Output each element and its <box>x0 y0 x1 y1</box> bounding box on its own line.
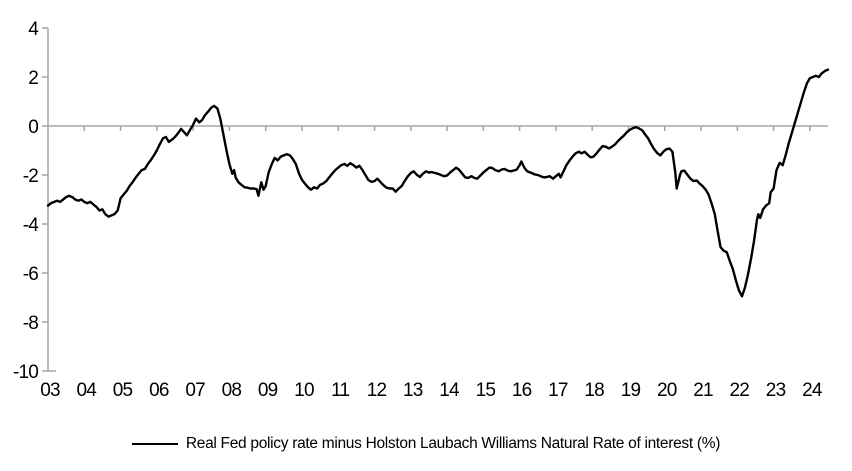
svg-text:-4: -4 <box>23 215 40 236</box>
svg-text:09: 09 <box>258 380 278 401</box>
svg-text:08: 08 <box>222 380 242 401</box>
svg-text:2: 2 <box>28 68 38 89</box>
svg-text:06: 06 <box>149 380 169 401</box>
legend: Real Fed policy rate minus Holston Lauba… <box>0 435 852 453</box>
svg-text:11: 11 <box>331 380 349 401</box>
x-axis-labels: 03 04 05 06 07 08 09 10 11 12 13 14 15 16 17 18 19 20 21 22… <box>40 380 823 401</box>
svg-text:13: 13 <box>403 380 423 401</box>
svg-text:22: 22 <box>730 380 750 401</box>
svg-text:05: 05 <box>113 380 133 401</box>
svg-text:4: 4 <box>28 19 39 40</box>
svg-text:03: 03 <box>40 380 60 401</box>
svg-text:23: 23 <box>766 380 786 401</box>
svg-text:-8: -8 <box>23 313 39 334</box>
svg-text:18: 18 <box>584 380 604 401</box>
svg-text:17: 17 <box>548 380 568 401</box>
svg-text:07: 07 <box>185 380 205 401</box>
svg-text:04: 04 <box>77 380 98 401</box>
svg-text:24: 24 <box>802 380 823 401</box>
y-axis: 4 2 0 -2 -4 -6 -8 -10 <box>13 19 56 383</box>
zero-gridline <box>48 125 828 131</box>
svg-text:10: 10 <box>294 380 314 401</box>
svg-text:21: 21 <box>693 380 713 401</box>
legend-line-swatch <box>131 442 178 446</box>
svg-text:-10: -10 <box>13 362 38 383</box>
svg-text:16: 16 <box>512 380 532 401</box>
svg-text:0: 0 <box>28 117 38 138</box>
svg-text:20: 20 <box>657 380 677 401</box>
svg-text:12: 12 <box>367 380 387 401</box>
chart-canvas: 420-2-4-6-8-10 03 04 05 06 07 08 09 10 11 12 13 14 1… <box>13 19 830 401</box>
svg-text:-2: -2 <box>23 166 39 187</box>
svg-text:-6: -6 <box>23 264 39 285</box>
svg-text:19: 19 <box>621 380 641 401</box>
legend-label: Real Fed policy rate minus Holston Lauba… <box>185 435 721 452</box>
series-line <box>46 68 830 298</box>
svg-text:14: 14 <box>439 380 460 401</box>
svg-text:15: 15 <box>476 380 496 401</box>
